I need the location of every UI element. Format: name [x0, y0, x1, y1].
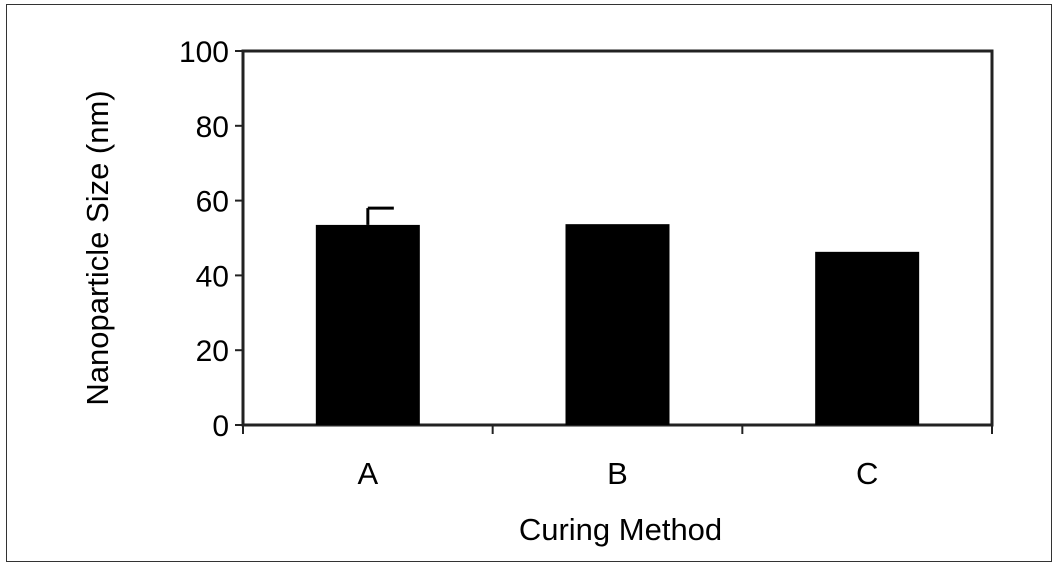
x-tick-label-C: C — [856, 456, 878, 491]
error-bars-group — [366, 206, 394, 225]
y-axis: 0 20 40 60 80 100 — [179, 36, 243, 443]
y-tick-label: 40 — [196, 260, 229, 293]
y-tick-label: 0 — [212, 410, 229, 443]
x-axis: A B C — [242, 425, 993, 491]
x-axis-title: Curing Method — [519, 512, 722, 547]
bar-A — [315, 224, 420, 425]
y-tick-label: 80 — [196, 111, 229, 144]
y-axis-title: Nanoparticle Size (nm) — [80, 90, 115, 405]
bars-group — [315, 224, 920, 425]
x-tick-label-B: B — [607, 456, 628, 491]
chart-frame — [6, 4, 1052, 562]
bar-C — [815, 251, 920, 425]
y-tick-label: 60 — [196, 186, 229, 219]
bar-B — [565, 224, 670, 425]
y-tick-label: 100 — [179, 36, 229, 69]
y-tick-label: 20 — [196, 335, 229, 368]
x-tick-label-A: A — [357, 456, 378, 491]
